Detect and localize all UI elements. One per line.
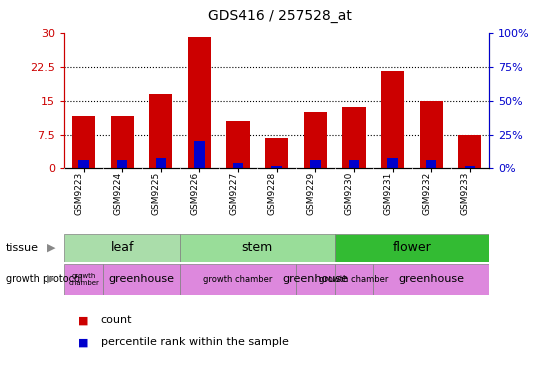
Text: growth
chamber: growth chamber [68,273,99,285]
Bar [233,163,243,168]
Bar [304,112,327,168]
Text: GSM9227: GSM9227 [229,172,238,215]
Text: growth protocol: growth protocol [6,274,82,284]
Text: flower: flower [392,242,431,254]
Bar [155,158,166,168]
Bar [194,141,205,168]
Text: GSM9231: GSM9231 [383,172,392,215]
Text: greenhouse: greenhouse [108,274,174,284]
Text: GSM9229: GSM9229 [306,172,315,215]
Bar [426,160,437,168]
Text: GSM9230: GSM9230 [345,172,354,215]
Bar [64,234,180,262]
Text: ■: ■ [78,315,89,325]
Bar [342,108,366,168]
Text: percentile rank within the sample: percentile rank within the sample [101,337,288,347]
Bar [180,264,296,295]
Bar [420,101,443,168]
Text: GSM9223: GSM9223 [74,172,84,215]
Text: GSM9224: GSM9224 [113,172,122,215]
Bar [387,158,398,168]
Bar [296,264,335,295]
Bar [310,160,320,168]
Bar [188,37,211,168]
Text: growth chamber: growth chamber [319,274,389,284]
Bar [180,234,335,262]
Bar [226,121,250,168]
Text: greenhouse: greenhouse [398,274,464,284]
Bar [103,264,180,295]
Text: tissue: tissue [6,243,39,253]
Text: ■: ■ [78,337,89,347]
Text: GSM9233: GSM9233 [461,172,470,215]
Bar [72,116,95,168]
Bar [335,234,489,262]
Bar [117,160,127,168]
Bar [335,264,373,295]
Bar [111,116,134,168]
Bar [381,71,404,168]
Bar [149,94,172,168]
Text: GSM9225: GSM9225 [152,172,161,215]
Text: stem: stem [242,242,273,254]
Text: GDS416 / 257528_at: GDS416 / 257528_at [207,9,352,23]
Text: ▶: ▶ [47,243,56,253]
Bar [272,166,282,168]
Bar [265,138,288,168]
Bar [373,264,489,295]
Text: GSM9232: GSM9232 [422,172,431,215]
Text: count: count [101,315,132,325]
Text: GSM9228: GSM9228 [268,172,277,215]
Bar [458,134,481,168]
Text: greenhouse: greenhouse [282,274,348,284]
Text: leaf: leaf [111,242,134,254]
Bar [64,264,103,295]
Bar [349,160,359,168]
Text: ▶: ▶ [47,274,56,284]
Bar [465,166,475,168]
Bar [78,160,89,168]
Text: GSM9226: GSM9226 [191,172,200,215]
Text: growth chamber: growth chamber [203,274,273,284]
